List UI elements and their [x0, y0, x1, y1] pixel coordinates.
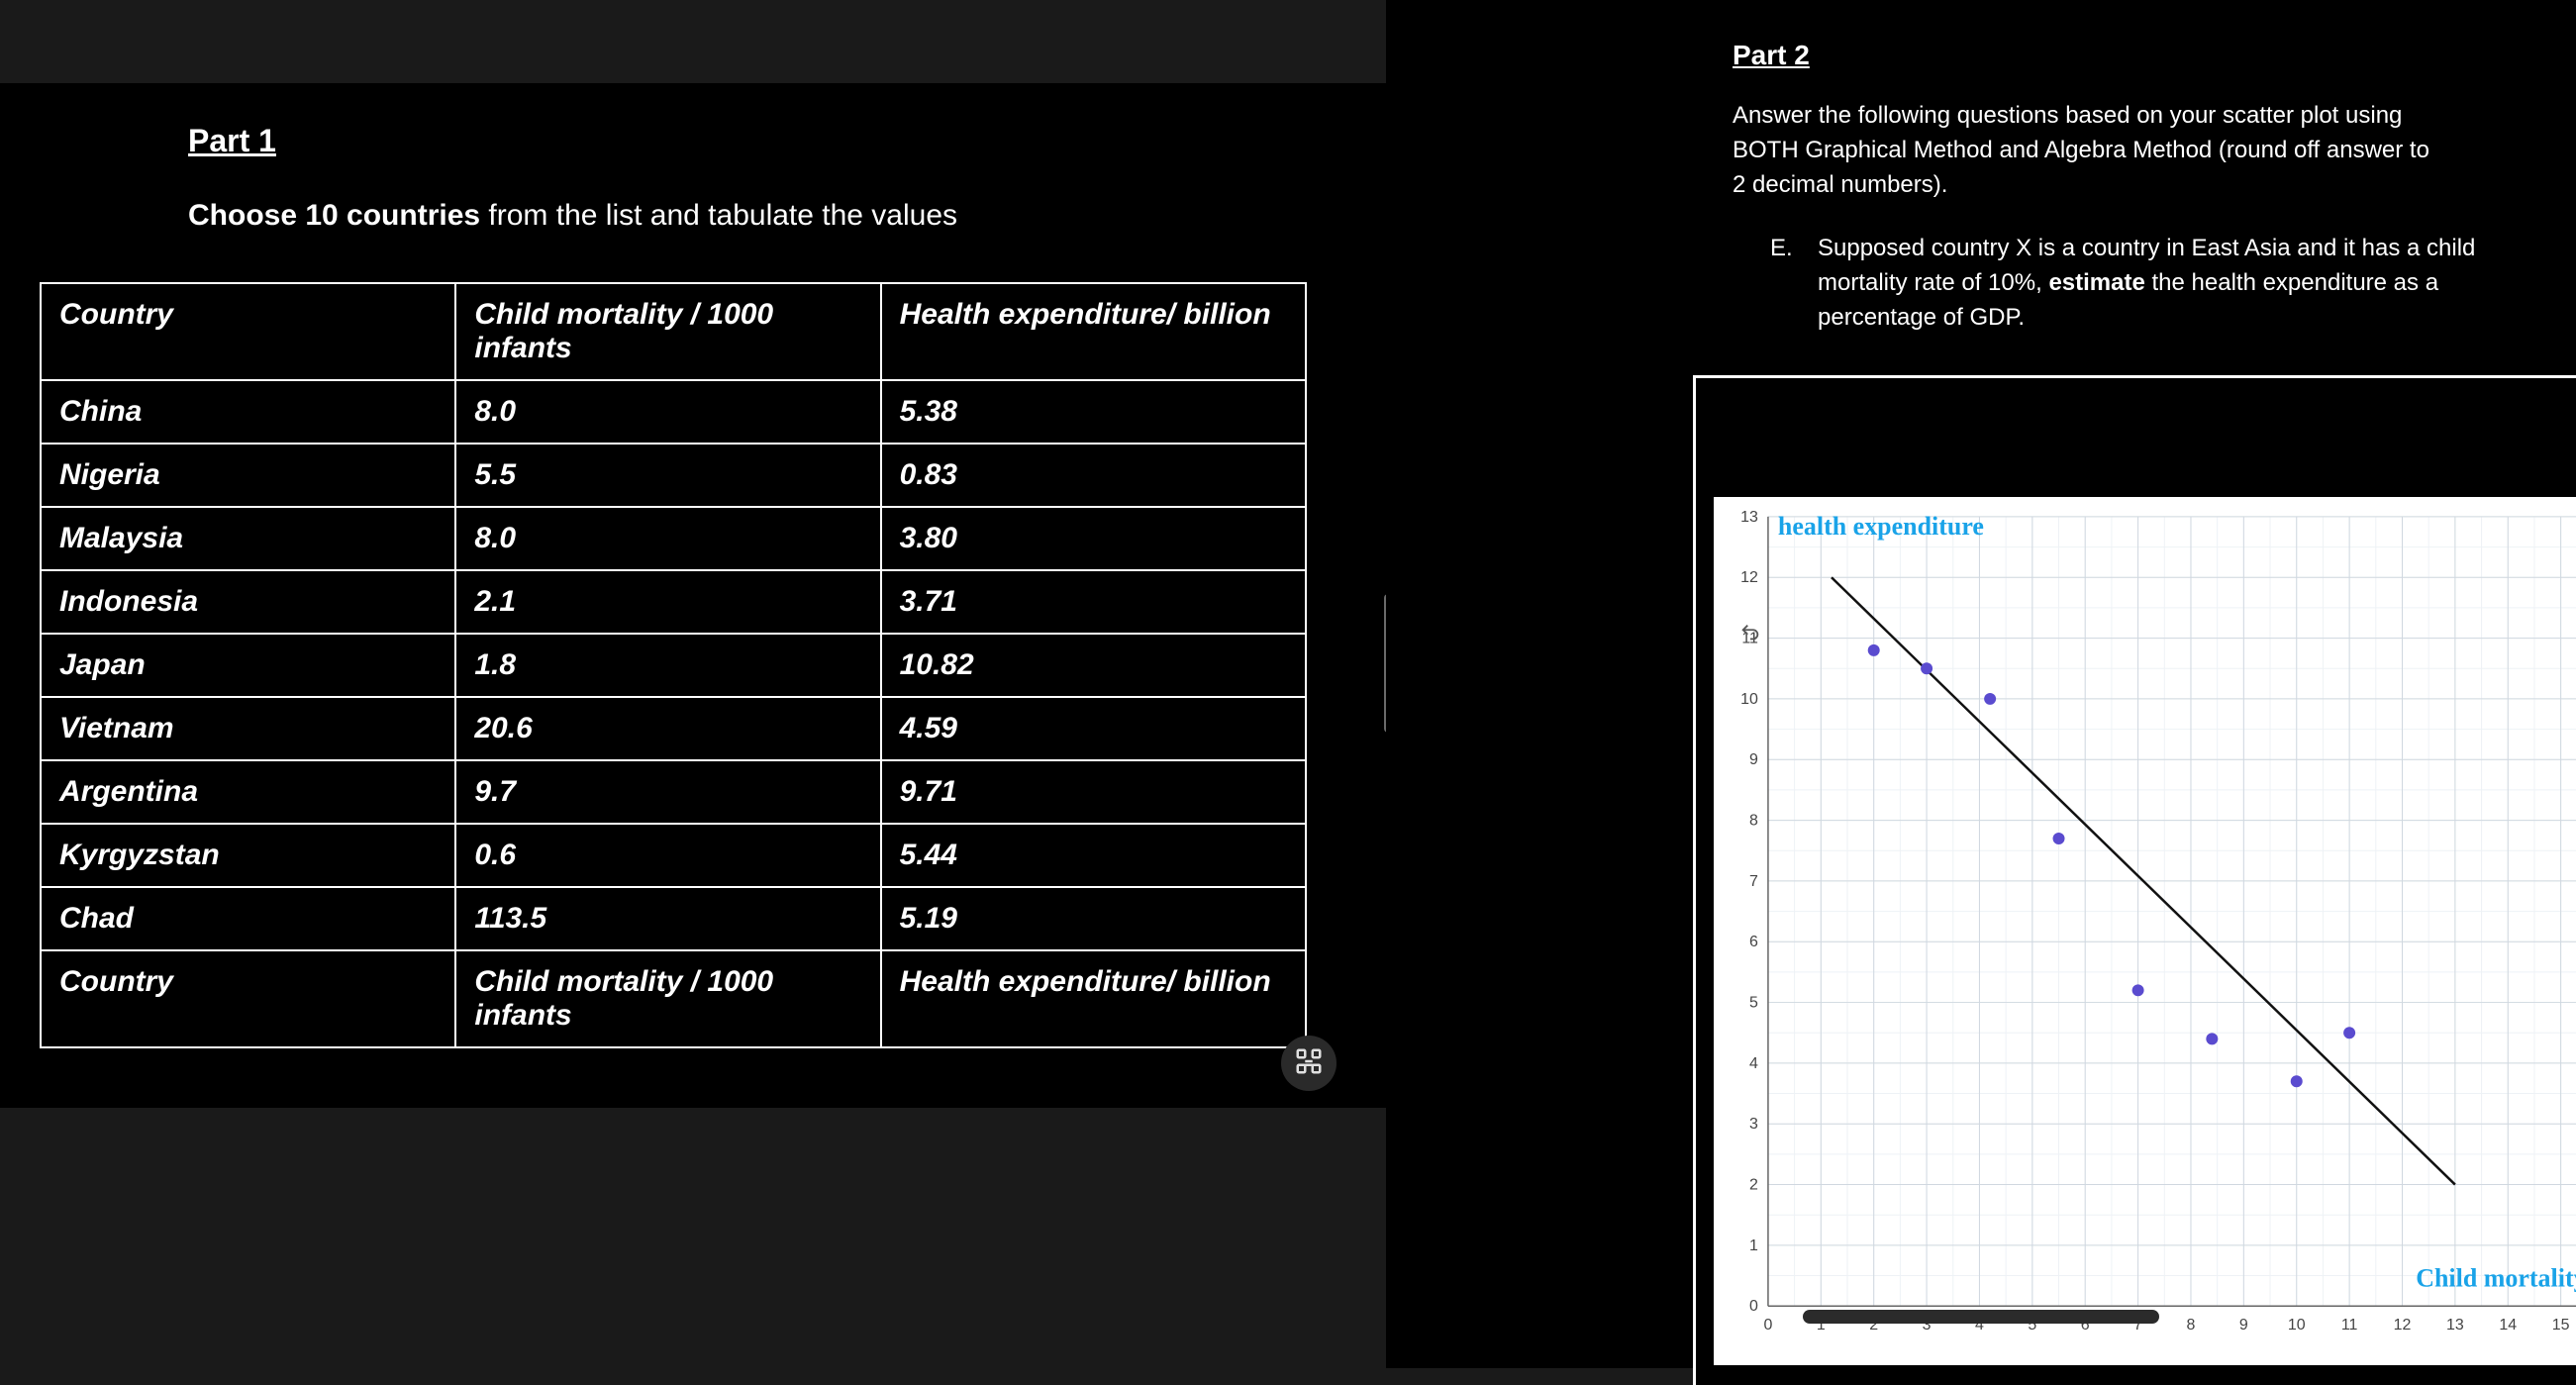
- table-cell: 8.0: [455, 380, 880, 444]
- table-row: China8.05.38: [41, 380, 1306, 444]
- svg-text:10: 10: [1740, 691, 1758, 708]
- svg-text:12: 12: [2394, 1317, 2412, 1334]
- table-cell: 8.0: [455, 507, 880, 570]
- table-cell: 9.7: [455, 760, 880, 824]
- right-panel: Part 2 Answer the following questions ba…: [1386, 0, 2576, 1368]
- question-text: Supposed country X is a country in East …: [1818, 232, 2483, 335]
- svg-text:14: 14: [2499, 1317, 2517, 1334]
- svg-text:13: 13: [1740, 509, 1758, 526]
- svg-text:11: 11: [2341, 1317, 2358, 1334]
- table-row: Japan1.810.82: [41, 634, 1306, 697]
- svg-text:13: 13: [2446, 1317, 2464, 1334]
- table-cell: Indonesia: [41, 570, 455, 634]
- svg-text:9: 9: [1749, 751, 1758, 768]
- table-cell: Vietnam: [41, 697, 455, 760]
- table-row: Chad113.55.19: [41, 887, 1306, 950]
- svg-text:4: 4: [1749, 1055, 1758, 1072]
- table-cell: 3.71: [881, 570, 1306, 634]
- table-cell: 2.1: [455, 570, 880, 634]
- svg-text:15: 15: [2552, 1317, 2570, 1334]
- table-cell: 4.59: [881, 697, 1306, 760]
- table-cell: 1.8: [455, 634, 880, 697]
- th-health: Health expenditure/ billion: [881, 283, 1306, 380]
- table-header-row: Country Child mortality / 1000 infants H…: [41, 283, 1306, 380]
- lens-icon: [1294, 1046, 1324, 1081]
- question-text-bold: estimate: [2048, 269, 2144, 296]
- svg-text:0: 0: [1749, 1298, 1758, 1315]
- table-row: CountryChild mortality / 1000 infantsHea…: [41, 950, 1306, 1047]
- chart-frame: 0123456789101112130123456789101112131415…: [1693, 375, 2576, 1385]
- th-mortality: Child mortality / 1000 infants: [455, 283, 880, 380]
- table-cell: 3.80: [881, 507, 1306, 570]
- scatter-chart: 0123456789101112130123456789101112131415…: [1714, 497, 2576, 1365]
- svg-text:Child mortality: Child mortality: [2416, 1263, 2576, 1292]
- svg-text:1: 1: [1749, 1237, 1758, 1254]
- table-cell: Country: [41, 950, 455, 1047]
- table-cell: 20.6: [455, 697, 880, 760]
- question-e: E. Supposed country X is a country in Ea…: [1770, 232, 2483, 335]
- part1-instruction-bold: Choose 10 countries: [188, 199, 480, 232]
- part2-intro: Answer the following questions based on …: [1733, 99, 2445, 202]
- table-row: Nigeria5.50.83: [41, 444, 1306, 507]
- table-cell: Kyrgyzstan: [41, 824, 455, 887]
- svg-text:10: 10: [2288, 1317, 2306, 1334]
- table-cell: Nigeria: [41, 444, 455, 507]
- chart-horizontal-scrollbar[interactable]: [1803, 1310, 2159, 1324]
- svg-text:12: 12: [1740, 569, 1758, 586]
- table-cell: Japan: [41, 634, 455, 697]
- lens-button[interactable]: [1281, 1036, 1337, 1091]
- svg-text:8: 8: [1749, 812, 1758, 829]
- part1-container: Part 1 Choose 10 countries from the list…: [0, 83, 1386, 1108]
- country-table: Country Child mortality / 1000 infants H…: [40, 282, 1307, 1048]
- table-cell: 9.71: [881, 760, 1306, 824]
- part1-title: Part 1: [188, 123, 1346, 159]
- part1-instruction-rest: from the list and tabulate the values: [480, 199, 957, 232]
- table-cell: 5.38: [881, 380, 1306, 444]
- part1-instruction: Choose 10 countries from the list and ta…: [188, 199, 1346, 233]
- chart-canvas[interactable]: 0123456789101112130123456789101112131415…: [1714, 497, 2576, 1365]
- table-row: Vietnam20.64.59: [41, 697, 1306, 760]
- question-letter: E.: [1770, 232, 1800, 335]
- svg-text:0: 0: [1763, 1317, 1772, 1334]
- table-cell: Argentina: [41, 760, 455, 824]
- svg-text:9: 9: [2239, 1317, 2248, 1334]
- table-row: Argentina9.79.71: [41, 760, 1306, 824]
- table-cell: Malaysia: [41, 507, 455, 570]
- svg-text:2: 2: [1749, 1176, 1758, 1193]
- svg-text:5: 5: [1749, 994, 1758, 1011]
- svg-text:6: 6: [1749, 934, 1758, 950]
- table-cell: 0.6: [455, 824, 880, 887]
- table-row: Malaysia8.03.80: [41, 507, 1306, 570]
- table-cell: Child mortality / 1000 infants: [455, 950, 880, 1047]
- table-cell: 0.83: [881, 444, 1306, 507]
- th-country: Country: [41, 283, 455, 380]
- svg-text:3: 3: [1749, 1116, 1758, 1133]
- table-cell: 5.5: [455, 444, 880, 507]
- left-panel: Part 1 Choose 10 countries from the list…: [0, 0, 1386, 1368]
- svg-text:7: 7: [1749, 873, 1758, 890]
- table-cell: Health expenditure/ billion: [881, 950, 1306, 1047]
- table-cell: China: [41, 380, 455, 444]
- svg-text:8: 8: [2187, 1317, 2196, 1334]
- table-cell: Chad: [41, 887, 455, 950]
- undo-icon[interactable]: [1739, 622, 1761, 648]
- table-cell: 10.82: [881, 634, 1306, 697]
- svg-text:health expenditure: health expenditure: [1778, 512, 1984, 541]
- table-row: Kyrgyzstan0.65.44: [41, 824, 1306, 887]
- table-cell: 113.5: [455, 887, 880, 950]
- part2-title: Part 2: [1733, 40, 2576, 71]
- table-cell: 5.44: [881, 824, 1306, 887]
- table-cell: 5.19: [881, 887, 1306, 950]
- table-row: Indonesia2.13.71: [41, 570, 1306, 634]
